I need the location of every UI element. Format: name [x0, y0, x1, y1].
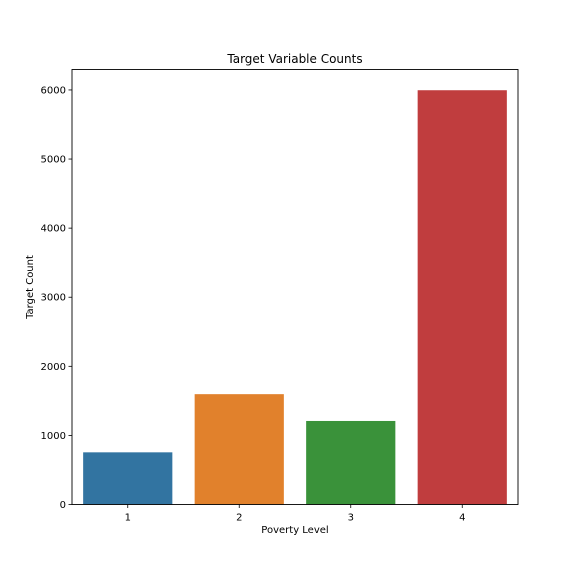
y-tick-label-6000: 6000: [41, 85, 66, 96]
x-tick-label-4: 4: [459, 513, 465, 524]
y-tick-label-3000: 3000: [41, 293, 66, 304]
y-tick-label-1000: 1000: [41, 431, 66, 442]
y-tick-label-5000: 5000: [41, 155, 66, 166]
plot-area-frame: [71, 69, 519, 505]
bar-4: [417, 90, 507, 505]
x-axis-label: Poverty Level: [261, 525, 328, 536]
x-tick-label-3: 3: [348, 513, 354, 524]
x-axis-ticks: 1 2 3 4: [125, 504, 465, 524]
bar-1: [83, 452, 173, 505]
y-tick-label-0: 0: [60, 500, 66, 511]
y-tick-label-4000: 4000: [41, 224, 66, 235]
bars-layer: [83, 90, 507, 505]
bar-3: [306, 420, 396, 505]
y-axis-label: Target Count: [25, 255, 36, 320]
bar-2: [194, 394, 284, 505]
x-tick-label-2: 2: [236, 513, 242, 524]
y-tick-label-2000: 2000: [41, 362, 66, 373]
y-axis-ticks: 0 1000 2000 3000 4000 5000 6000: [41, 85, 72, 511]
x-tick-label-1: 1: [125, 513, 131, 524]
chart-title: Target Variable Counts: [226, 52, 362, 66]
